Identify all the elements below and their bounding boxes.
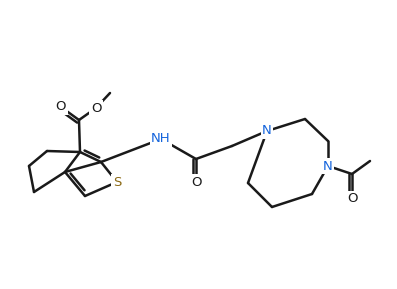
Text: O: O	[56, 101, 66, 114]
Text: O: O	[347, 192, 357, 205]
Text: N: N	[262, 125, 272, 138]
Text: O: O	[191, 175, 201, 188]
Text: NH: NH	[151, 132, 171, 145]
Text: O: O	[91, 101, 101, 114]
Text: N: N	[323, 160, 333, 173]
Text: S: S	[113, 175, 121, 188]
